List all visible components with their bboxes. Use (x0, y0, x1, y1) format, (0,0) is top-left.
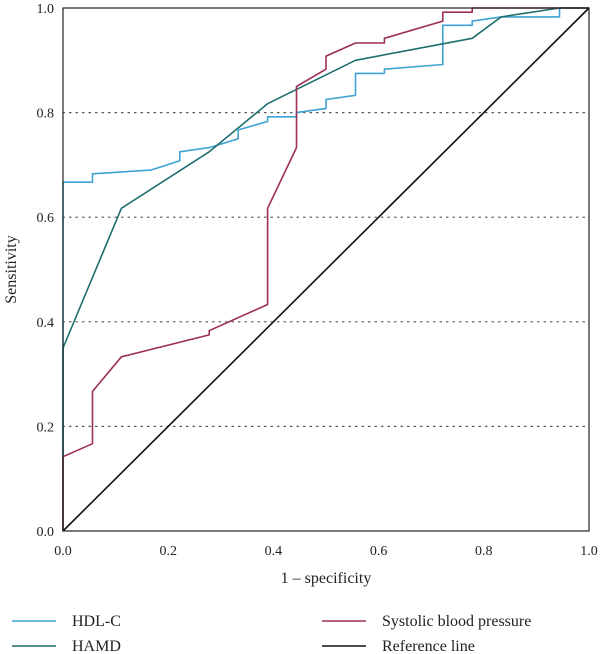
series-line-reference-line (62, 7, 590, 532)
series-line-hamd (62, 7, 589, 531)
y-tick-label: 0.6 (37, 211, 55, 226)
y-axis-ticks: 0.0 0.2 0.4 0.6 0.8 1.0 (37, 2, 55, 540)
x-tick-label: 0.4 (265, 544, 283, 559)
legend-label-hdl-c: HDL-C (72, 613, 121, 630)
x-tick-label: 0.0 (54, 544, 72, 559)
y-tick-label: 0.4 (37, 316, 55, 331)
x-tick-label: 0.2 (159, 544, 177, 559)
series-line-systolic-blood-pressure (62, 7, 589, 531)
series-line-hdl-c (62, 7, 589, 531)
y-tick-label: 0.8 (37, 107, 55, 122)
x-axis-ticks: 0.0 0.2 0.4 0.6 0.8 1.0 (54, 544, 598, 559)
legend-label-systolic-blood-pressure: Systolic blood pressure (382, 613, 531, 630)
x-tick-label: 0.6 (370, 544, 388, 559)
legend-label-hamd: HAMD (72, 638, 121, 654)
x-tick-label: 0.8 (475, 544, 493, 559)
x-axis-label: 1 – specificity (281, 570, 372, 587)
x-tick-label: 1.0 (580, 544, 598, 559)
y-tick-label: 1.0 (37, 2, 55, 17)
legend: HDL-C HAMD Systolic blood pressure Referenc… (12, 613, 531, 654)
y-axis-label: Sensitivity (3, 235, 20, 303)
y-tick-label: 0.0 (37, 525, 55, 540)
legend-label-reference-line: Reference line (382, 638, 475, 654)
series-lines (62, 7, 590, 532)
y-tick-label: 0.2 (37, 420, 55, 435)
plot-frame (62, 7, 590, 532)
